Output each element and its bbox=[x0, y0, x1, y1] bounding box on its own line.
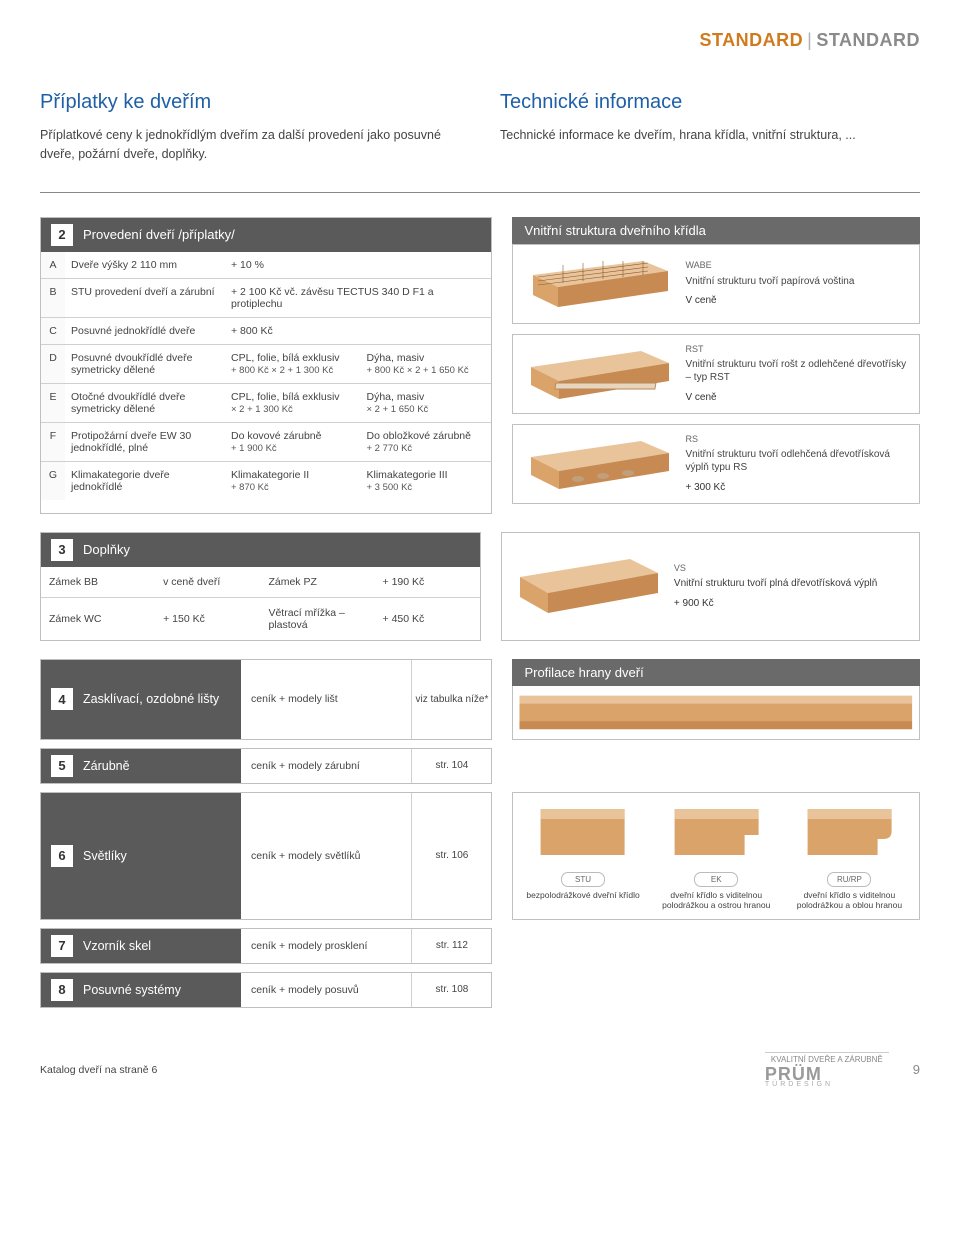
profil-stu: STU bezpolodrážkové dveřní křídlo bbox=[521, 801, 644, 911]
section-2: 2 Provedení dveří /příplatky/ ADveře výšk… bbox=[40, 217, 492, 514]
page-category: STANDARD|STANDARD bbox=[40, 30, 920, 51]
section-2-table: ADveře výšky 2 110 mm+ 10 % BSTU provede… bbox=[41, 252, 491, 500]
struct-rs: RS Vnitřní strukturu tvoří odlehčená dře… bbox=[512, 424, 920, 504]
section-3-title: Doplňky bbox=[83, 542, 130, 557]
footer-logo: PRÜM TÜRDESIGN bbox=[765, 1066, 889, 1088]
rst-illustration bbox=[523, 343, 673, 405]
intro-right-title: Technické informace bbox=[500, 91, 920, 114]
intro-left-text: Příplatkové ceny k jednokřídlým dveřím z… bbox=[40, 126, 460, 164]
section-3: 3Doplňky Zámek BBv ceně dveří Zámek PZ+ … bbox=[40, 532, 481, 641]
page-number: 9 bbox=[913, 1062, 920, 1077]
section-8: 8Posuvné systémy ceník + modely posuvů s… bbox=[40, 972, 492, 1008]
profil-items: STU bezpolodrážkové dveřní křídlo EK dve… bbox=[512, 792, 920, 920]
struct-vs: VS Vnitřní strukturu tvoří plná dřevotří… bbox=[501, 532, 920, 641]
wabe-illustration bbox=[523, 253, 673, 315]
profil-ru: RU/RP dveřní křídlo s viditelnou polodrá… bbox=[788, 801, 911, 911]
vs-illustration bbox=[512, 551, 662, 621]
section-6: 6Světlíky ceník + modely světlíků str. 1… bbox=[40, 792, 492, 920]
section-7: 7Vzorník skel ceník + modely prosklení s… bbox=[40, 928, 492, 964]
section-3-table: Zámek BBv ceně dveří Zámek PZ+ 190 Kč Zá… bbox=[41, 567, 480, 640]
page-footer: Katalog dveří na straně 6 KVALITNÍ DVEŘE… bbox=[40, 1042, 920, 1088]
profil-strip bbox=[512, 686, 920, 740]
divider bbox=[40, 192, 920, 193]
profil-title: Profilace hrany dveří bbox=[512, 659, 920, 686]
struct-wabe: WABE Vnitřní strukturu tvoří papírová vo… bbox=[512, 244, 920, 324]
section-2-title: Provedení dveří /příplatky/ bbox=[83, 227, 235, 242]
profil-ek: EK dveřní křídlo s viditelnou polodrážko… bbox=[655, 801, 778, 911]
rs-illustration bbox=[523, 433, 673, 495]
section-2-number: 2 bbox=[51, 224, 73, 246]
struct-rst: RST Vnitřní strukturu tvoří rošt z odleh… bbox=[512, 334, 920, 414]
section-5: 5Zárubně ceník + modely zárubní str. 104 bbox=[40, 748, 492, 784]
intro-right-text: Technické informace ke dveřím, hrana kří… bbox=[500, 126, 920, 145]
footer-left-text: Katalog dveří na straně 6 bbox=[40, 1064, 157, 1076]
intro-left-title: Příplatky ke dveřím bbox=[40, 91, 460, 114]
intro-row: Příplatky ke dveřím Příplatkové ceny k j… bbox=[40, 91, 920, 164]
section-4: 4Zasklívací, ozdobné lišty ceník + model… bbox=[40, 659, 492, 740]
structure-column: Vnitřní struktura dveřního křídla WABE V… bbox=[512, 217, 920, 514]
structure-title: Vnitřní struktura dveřního křídla bbox=[512, 217, 920, 244]
